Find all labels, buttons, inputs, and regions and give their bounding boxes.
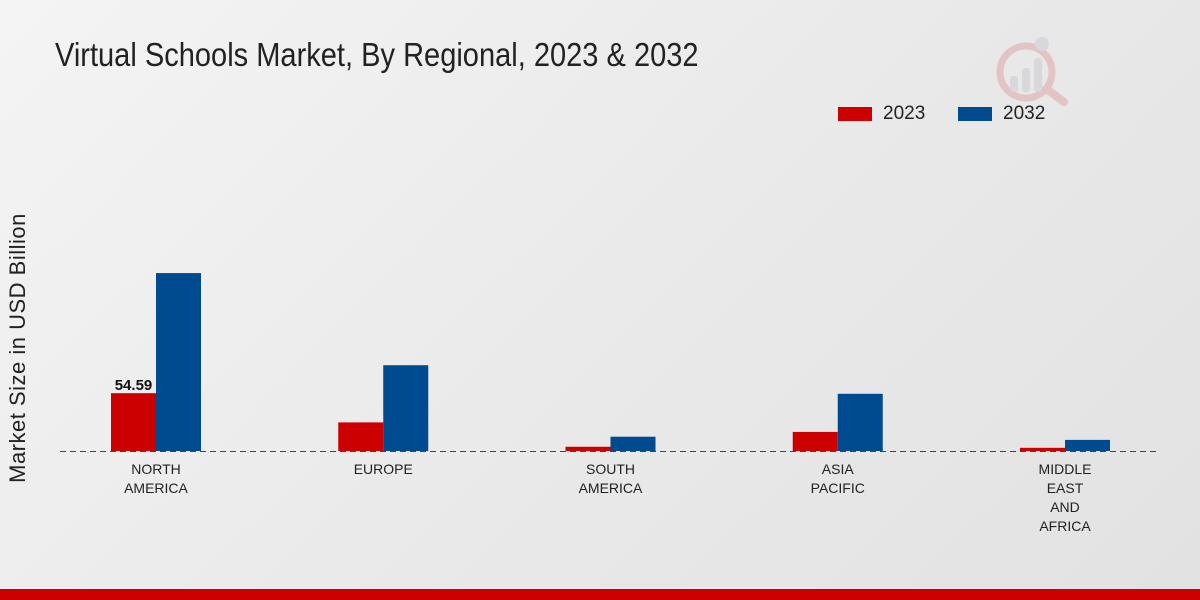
bar-2023-asia-pacific (792, 431, 838, 451)
chart-title: Virtual Schools Market, By Regional, 202… (55, 36, 699, 73)
x-tick-label-europe: EUROPE (354, 461, 413, 477)
x-tick-label-middle-east-and-africa: MIDDLE EAST AND AFRICA (1039, 461, 1092, 534)
bar-2023-europe (338, 422, 384, 451)
watermark-logo-icon (996, 37, 1068, 106)
legend-item-2032: 2032 (958, 103, 1045, 125)
x-tick-label-north-america: NORTH AMERICA (124, 461, 188, 496)
bar-2032-south-america (610, 436, 656, 451)
legend-swatch-2023 (838, 107, 872, 121)
legend-label-2023: 2023 (883, 103, 926, 124)
bottom-accent-bar (0, 589, 1200, 600)
bar-2032-middle-east-and-africa (1065, 439, 1110, 451)
bar-2023-north-america (111, 393, 156, 451)
legend-swatch-2032 (958, 107, 992, 121)
legend-label-2032: 2032 (1003, 103, 1046, 124)
bar-2023-middle-east-and-africa (1020, 447, 1065, 451)
bar-2032-europe (383, 365, 429, 451)
bar-2023-south-america (565, 446, 611, 451)
x-tick-label-asia-pacific: ASIA PACIFIC (811, 461, 865, 496)
data-label-2023-0: 54.59 (115, 377, 153, 394)
bar-2032-north-america (156, 273, 201, 451)
x-tick-label-south-america: SOUTH AMERICA (579, 461, 643, 496)
legend-item-2023: 2023 (838, 103, 925, 125)
bar-2032-asia-pacific (837, 393, 883, 451)
